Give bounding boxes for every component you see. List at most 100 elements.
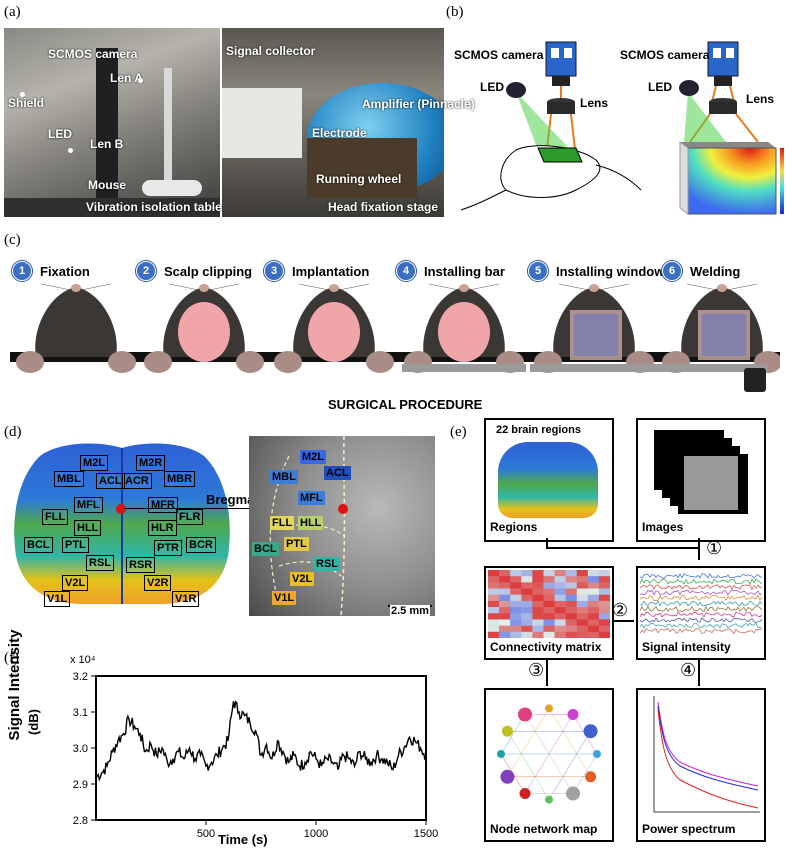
- step-3: 3 Implantation: [264, 261, 369, 281]
- connectivity-box: Connectivity matrix: [484, 566, 614, 660]
- matrix-cell: [499, 607, 511, 614]
- network-node: [519, 787, 531, 799]
- matrix-cell: [576, 625, 589, 633]
- matrix-cell: [488, 600, 500, 608]
- network-node: [585, 771, 597, 783]
- matrix-cell: [554, 607, 566, 614]
- step-1-marker: ①: [706, 538, 723, 558]
- ylabel-unit-text: (dB): [26, 709, 41, 735]
- matrix-cell: [565, 607, 578, 614]
- matrix-cell: [598, 570, 610, 577]
- photo-region-ptl: PTL: [284, 537, 309, 551]
- regions-box: 22 brain regions Regions: [484, 418, 614, 542]
- matrix-cell: [488, 619, 500, 626]
- network-node: [545, 704, 553, 713]
- y-tick-label: 2.9: [73, 779, 88, 791]
- region-v2r: V2R: [144, 575, 172, 591]
- x-tick-label: 1000: [304, 828, 328, 840]
- photo-region-fll: FLL: [270, 516, 295, 530]
- matrix-cell: [488, 576, 500, 583]
- bregma-label: Bregma: [206, 492, 255, 507]
- signal-caption: Signal intensity: [642, 640, 731, 654]
- matrix-cell: [587, 607, 600, 614]
- matrix-cell: [565, 582, 578, 589]
- matrix-cell: [543, 600, 555, 608]
- matrix-cell: [598, 594, 610, 602]
- matrix-cell: [499, 588, 511, 596]
- b-led-label-2: LED: [648, 80, 672, 94]
- dot: [68, 148, 73, 153]
- label-table: Vibration isolation table: [86, 200, 222, 214]
- matrix-cell: [554, 631, 566, 638]
- photo-region-mbl: MBL: [270, 470, 298, 484]
- region-m2l: M2L: [80, 455, 108, 471]
- arrow-4-line: [698, 658, 700, 686]
- step-3-marker: ③: [528, 660, 545, 680]
- step-label: Scalp clipping: [164, 263, 253, 279]
- matrix-cell: [510, 570, 522, 577]
- x-tick-label: 1500: [414, 828, 438, 840]
- matrix-cell: [521, 607, 533, 614]
- step-label: Fixation: [40, 263, 90, 279]
- region-mbl: MBL: [54, 471, 84, 487]
- matrix-cell: [554, 594, 566, 602]
- label-mouse: Mouse: [88, 178, 127, 192]
- matrix-cell: [598, 588, 610, 596]
- matrix-cell: [565, 570, 578, 577]
- matrix-cell: [565, 600, 578, 608]
- matrix-cell: [543, 613, 555, 620]
- matrix-cell: [488, 570, 500, 577]
- fixation-stage: [307, 138, 417, 198]
- connectivity-matrix: [488, 570, 610, 638]
- matrix-cell: [587, 588, 600, 596]
- chart-xlabel: Time (s): [218, 832, 268, 847]
- images-caption: Images: [642, 520, 684, 534]
- region-v1r: V1R: [172, 591, 200, 607]
- matrix-cell: [565, 576, 578, 583]
- surgery-caption: SURGICAL PROCEDURE: [328, 397, 483, 412]
- matrix-cell: [510, 594, 522, 602]
- signal-trace: [640, 600, 762, 607]
- matrix-cell: [510, 582, 522, 589]
- imaging-schematic: [460, 41, 784, 215]
- step-number: 2: [136, 261, 156, 281]
- step-label: Welding: [690, 263, 741, 279]
- matrix-cell: [587, 619, 600, 626]
- matrix-cell: [521, 576, 533, 583]
- step-label: Implantation: [292, 263, 370, 279]
- matrix-cell: [576, 600, 589, 608]
- signal-line: [95, 700, 427, 782]
- matrix-cell: [554, 625, 566, 633]
- matrix-cell: [532, 625, 544, 633]
- chart-ylabel: Signal Intensity: [6, 610, 23, 760]
- matrix-cell: [499, 600, 511, 608]
- step-2-marker: ②: [612, 600, 629, 620]
- regions-title: 22 brain regions: [496, 424, 581, 436]
- photo-region-m2l: M2L: [300, 450, 326, 464]
- network-edge: [500, 714, 526, 755]
- matrix-cell: [576, 631, 589, 638]
- signal-chart: 2.8 2.9 3.0 3.1 3.2 500 1000 1500: [73, 671, 439, 840]
- network-node: [518, 707, 532, 722]
- matrix-cell: [532, 613, 544, 620]
- network-node: [566, 786, 580, 801]
- matrix-cell: [554, 613, 566, 620]
- b-camera-label-1: SCMOS camera: [454, 48, 544, 62]
- matrix-cell: [587, 576, 600, 583]
- images-box: Images: [636, 418, 766, 542]
- matrix-cell: [499, 570, 511, 577]
- matrix-cell: [565, 613, 578, 620]
- x-tick-label: 500: [197, 828, 215, 840]
- matrix-cell: [543, 631, 555, 638]
- matrix-cell: [598, 582, 610, 589]
- matrix-cell: [499, 613, 511, 620]
- signal-trace: [640, 584, 762, 591]
- table-surface: [4, 198, 220, 217]
- node-network: [497, 704, 601, 804]
- photo-region-acl: ACL: [324, 466, 351, 480]
- matrix-cell: [576, 570, 589, 577]
- chart-ylabel-unit: (dB): [26, 702, 41, 742]
- matrix-cell: [543, 619, 555, 626]
- plot-frame: [95, 675, 427, 821]
- matrix-cell: [499, 619, 511, 626]
